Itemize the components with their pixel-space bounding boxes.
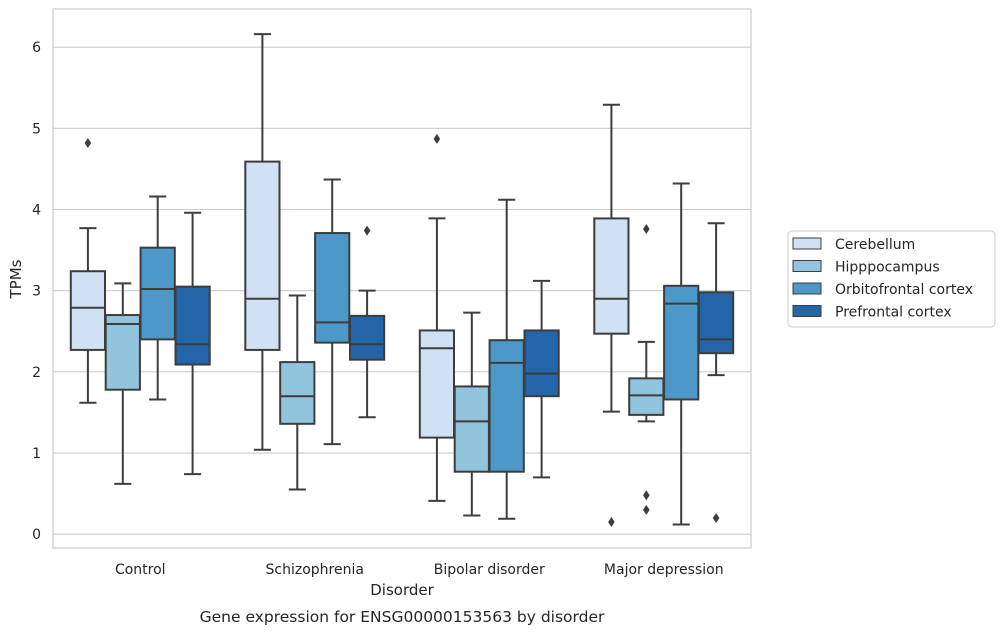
box-body (418, 329, 456, 439)
legend: Cerebellum Hipppocampus Orbitofrontal cort… (787, 230, 996, 328)
box-body (488, 339, 525, 473)
outlier-point (363, 225, 371, 236)
x-axis-label: Disorder (370, 581, 434, 599)
plot-frame (52, 8, 752, 549)
boxes (69, 33, 735, 528)
y-axis-label: TPMs (7, 259, 25, 299)
box-prefrontal-cortex (348, 225, 386, 419)
box-cerebellum (69, 137, 107, 404)
box-body (348, 314, 386, 361)
box-orbitofrontal-cortex (488, 198, 525, 520)
box-body (139, 246, 176, 341)
box-cerebellum (593, 103, 630, 528)
y-tick-label: 4 (32, 203, 41, 219)
box-body (174, 285, 211, 366)
legend-swatch (792, 260, 822, 272)
box-hipppocampus (279, 294, 316, 491)
legend-label: Orbitofrontal cortex (835, 282, 973, 298)
outlier-point (84, 137, 92, 148)
box-prefrontal-cortex (697, 222, 735, 523)
outlier-point (643, 490, 650, 501)
y-tick-label: 6 (32, 40, 41, 56)
legend-label: Cerebellum (835, 237, 915, 253)
chart-caption: Gene expression for ENSG00000153563 by d… (200, 608, 605, 626)
outlier-point (643, 504, 650, 515)
box-cerebellum (418, 133, 456, 502)
box-body (593, 217, 630, 335)
legend-label: Prefrontal cortex (835, 305, 952, 321)
y-tick-label: 5 (32, 121, 41, 137)
legend-swatch (792, 237, 822, 250)
box-orbitofrontal-cortex (314, 178, 351, 446)
box-hipppocampus (453, 311, 490, 517)
box-orbitofrontal-cortex (139, 195, 176, 401)
x-tick-label: Control (115, 562, 166, 578)
outlier-point (712, 512, 720, 523)
outlier-point (643, 223, 650, 234)
x-axis: Control Schizophrenia Bipolar disorder Majo… (115, 562, 724, 578)
y-tick-label: 0 (32, 527, 41, 543)
legend-frame (787, 230, 996, 328)
legend-swatch (792, 305, 822, 317)
box-body (663, 284, 700, 401)
box-hipppocampus (628, 223, 665, 515)
box-body (279, 361, 316, 425)
legend-label: Hipppocampus (835, 260, 940, 276)
box-prefrontal-cortex (174, 211, 211, 476)
y-tick-label: 3 (32, 284, 41, 300)
x-tick-label: Schizophrenia (266, 562, 364, 578)
box-body (523, 329, 560, 398)
x-tick-label: Major depression (604, 562, 724, 578)
box-body (69, 270, 107, 351)
box-prefrontal-cortex (523, 279, 560, 479)
box-body (628, 377, 665, 416)
box-body (314, 232, 351, 344)
box-hipppocampus (104, 282, 141, 485)
outlier-point (608, 517, 615, 528)
box-cerebellum (244, 33, 281, 451)
outlier-point (433, 133, 441, 144)
x-tick-label: Bipolar disorder (434, 562, 545, 578)
y-tick-label: 2 (32, 365, 41, 381)
box-body (697, 291, 735, 355)
y-tick-label: 1 (32, 446, 41, 462)
legend-swatch (792, 282, 822, 295)
y-axis: 0 1 2 3 4 5 6 (32, 40, 41, 543)
box-body (104, 314, 141, 391)
box-orbitofrontal-cortex (663, 182, 700, 526)
box-body (244, 160, 281, 351)
box-body (453, 385, 490, 473)
